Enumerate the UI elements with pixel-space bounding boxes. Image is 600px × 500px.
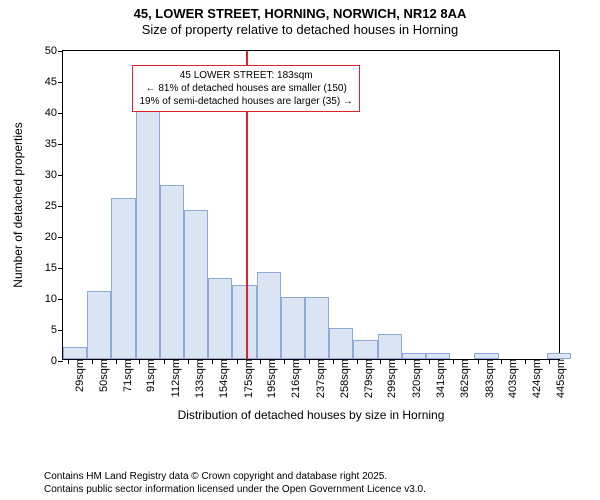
x-tick-mark — [501, 359, 502, 364]
x-tick-mark — [525, 359, 526, 364]
y-tick-label: 15 — [45, 262, 63, 274]
x-tick-label: 154sqm — [216, 359, 230, 398]
histogram-bar — [208, 278, 232, 359]
annotation-line: 45 LOWER STREET: 183sqm — [139, 69, 352, 82]
x-tick-mark — [549, 359, 550, 364]
annotation-line: ← 81% of detached houses are smaller (15… — [139, 82, 352, 95]
x-tick-label: 195sqm — [264, 359, 278, 398]
footer-line-2: Contains public sector information licen… — [44, 484, 426, 497]
x-tick-mark — [429, 359, 430, 364]
histogram-bar — [474, 353, 498, 359]
x-tick-label: 320sqm — [409, 359, 423, 398]
histogram-bar — [63, 347, 87, 359]
y-tick-label: 40 — [45, 107, 63, 119]
histogram-bar — [547, 353, 571, 359]
histogram-bar — [184, 210, 208, 359]
x-tick-mark — [357, 359, 358, 364]
x-tick-label: 216sqm — [288, 359, 302, 398]
chart-title-block: 45, LOWER STREET, HORNING, NORWICH, NR12… — [0, 0, 600, 39]
x-tick-label: 237sqm — [313, 359, 327, 398]
attribution-footer: Contains HM Land Registry data © Crown c… — [44, 471, 426, 496]
histogram-bar — [402, 353, 426, 359]
plot-area: 0510152025303540455029sqm50sqm71sqm91sqm… — [62, 50, 560, 360]
annotation-line: 19% of semi-detached houses are larger (… — [139, 95, 352, 108]
x-tick-label: 362sqm — [457, 359, 471, 398]
histogram-bar — [353, 340, 377, 359]
title-main: 45, LOWER STREET, HORNING, NORWICH, NR12… — [0, 6, 600, 22]
x-tick-mark — [333, 359, 334, 364]
x-tick-mark — [309, 359, 310, 364]
y-tick-label: 30 — [45, 169, 63, 181]
histogram-bar — [257, 272, 281, 359]
histogram-bar — [111, 198, 135, 359]
x-tick-mark — [164, 359, 165, 364]
histogram-bar — [426, 353, 450, 359]
x-tick-mark — [478, 359, 479, 364]
annotation-box: 45 LOWER STREET: 183sqm← 81% of detached… — [132, 65, 359, 112]
chart-area: Number of detached properties 0510152025… — [0, 44, 600, 434]
y-tick-label: 20 — [45, 231, 63, 243]
y-tick-label: 35 — [45, 138, 63, 150]
x-tick-label: 279sqm — [361, 359, 375, 398]
x-tick-mark — [92, 359, 93, 364]
x-tick-label: 299sqm — [384, 359, 398, 398]
x-tick-label: 91sqm — [143, 359, 157, 392]
x-tick-mark — [116, 359, 117, 364]
histogram-bar — [281, 297, 305, 359]
y-axis-label: Number of detached properties — [11, 122, 25, 287]
x-tick-mark — [188, 359, 189, 364]
x-tick-label: 424sqm — [529, 359, 543, 398]
y-tick-label: 0 — [51, 355, 63, 367]
x-tick-label: 258sqm — [337, 359, 351, 398]
x-tick-mark — [380, 359, 381, 364]
x-tick-mark — [237, 359, 238, 364]
x-axis-label: Distribution of detached houses by size … — [178, 408, 445, 422]
y-tick-label: 50 — [45, 45, 63, 57]
y-tick-label: 45 — [45, 76, 63, 88]
y-tick-label: 25 — [45, 200, 63, 212]
histogram-bar — [232, 285, 256, 359]
x-tick-label: 403sqm — [505, 359, 519, 398]
footer-line-1: Contains HM Land Registry data © Crown c… — [44, 471, 426, 484]
x-tick-mark — [260, 359, 261, 364]
x-tick-mark — [212, 359, 213, 364]
histogram-bar — [329, 328, 353, 359]
x-tick-label: 133sqm — [192, 359, 206, 398]
x-tick-label: 112sqm — [168, 359, 182, 397]
x-tick-mark — [453, 359, 454, 364]
histogram-bar — [378, 334, 402, 359]
x-tick-label: 175sqm — [241, 359, 255, 398]
x-tick-mark — [405, 359, 406, 364]
histogram-bar — [87, 291, 111, 359]
title-sub: Size of property relative to detached ho… — [0, 22, 600, 38]
x-tick-label: 71sqm — [120, 359, 134, 392]
y-tick-label: 5 — [51, 324, 63, 336]
x-tick-mark — [68, 359, 69, 364]
histogram-bar — [305, 297, 329, 359]
x-tick-label: 341sqm — [433, 359, 447, 398]
x-tick-label: 29sqm — [72, 359, 86, 392]
histogram-bar — [136, 111, 160, 359]
x-tick-mark — [284, 359, 285, 364]
histogram-bar — [160, 185, 184, 359]
x-tick-label: 50sqm — [96, 359, 110, 392]
y-tick-label: 10 — [45, 293, 63, 305]
x-tick-label: 383sqm — [482, 359, 496, 398]
x-tick-mark — [139, 359, 140, 364]
x-tick-label: 445sqm — [553, 359, 567, 398]
